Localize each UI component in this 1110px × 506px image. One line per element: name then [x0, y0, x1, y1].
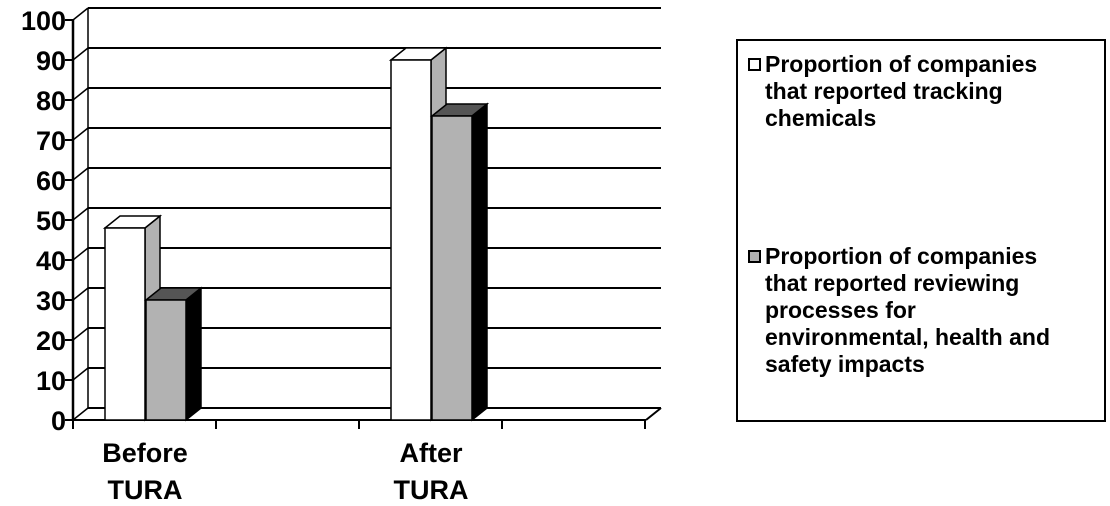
legend: Proportion of companies that reported tr…	[736, 39, 1106, 422]
legend-item-reviewing: Proportion of companies that reported re…	[748, 243, 1098, 378]
y-tick-label: 20	[36, 326, 66, 356]
bar-front	[390, 59, 432, 421]
y-tick-label: 60	[36, 166, 66, 196]
y-tick-label: 70	[36, 126, 66, 156]
y-tick-label: 80	[36, 86, 66, 116]
axes	[65, 19, 646, 429]
gridline-diagonal	[72, 7, 89, 21]
y-tick-label: 10	[36, 366, 66, 396]
x-category-label: TURA	[394, 475, 469, 505]
bar	[143, 286, 204, 422]
y-tick-label: 40	[36, 246, 66, 276]
gridline-diagonal	[72, 207, 89, 221]
bar-chart: 0 10 20 30 40 50 60 70 80 90 100 Before TURA After TUR…	[21, 6, 662, 505]
legend-swatch-reviewing	[748, 250, 761, 263]
gridline-diagonal	[72, 167, 89, 181]
gridline-diagonal	[72, 407, 89, 421]
x-category-label: After	[399, 438, 462, 468]
legend-label-tracking: Proportion of companies that reported tr…	[765, 51, 1038, 131]
axis-labels: 0 10 20 30 40 50 60 70 80 90 100 Before TURA After TUR…	[21, 6, 469, 505]
y-tick-label: 90	[36, 46, 66, 76]
legend-label-reviewing: Proportion of companies that reported re…	[765, 243, 1050, 377]
gridline-diagonal	[72, 367, 89, 381]
y-tick-label: 0	[51, 406, 66, 436]
legend-swatch-tracking	[748, 58, 761, 71]
gridline-diagonal	[72, 287, 89, 301]
bar	[429, 102, 490, 422]
gridline-diagonal	[72, 247, 89, 261]
bar-front	[104, 227, 146, 421]
y-tick-label: 50	[36, 206, 66, 236]
y-tick-label: 30	[36, 286, 66, 316]
bar-front	[145, 299, 187, 421]
gridline-diagonal	[72, 127, 89, 141]
gridline-diagonal	[72, 327, 89, 341]
bar-front	[431, 115, 473, 421]
y-tick-label: 100	[21, 6, 66, 36]
legend-item-tracking: Proportion of companies that reported tr…	[748, 51, 1098, 132]
floor-diagonal	[645, 407, 662, 421]
gridline-diagonal	[72, 47, 89, 61]
x-category-label: TURA	[108, 475, 183, 505]
bar-side	[471, 102, 488, 422]
bar-side	[185, 286, 202, 422]
gridline-diagonal	[72, 87, 89, 101]
x-category-label: Before	[102, 438, 188, 468]
bars	[102, 46, 490, 422]
